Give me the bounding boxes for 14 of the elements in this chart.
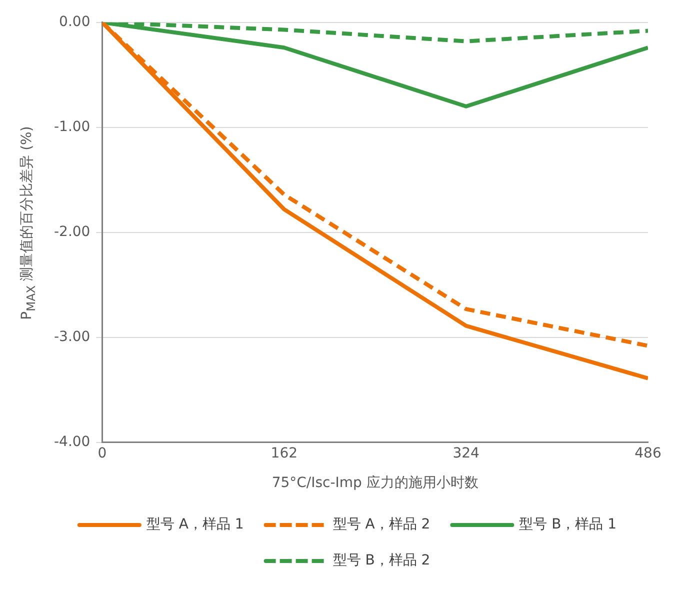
x-tick-label: 324 [452, 445, 480, 462]
x-axis-title: 75°C/Isc-Imp 应力的施用小时数 [272, 475, 478, 492]
y-tick-label: -3.00 [54, 329, 90, 346]
legend-label: 型号 A，样品 1 [146, 516, 244, 533]
y-tick-label: 0.00 [59, 14, 90, 30]
x-tick-label: 0 [98, 445, 107, 462]
legend-label: 型号 B，样品 2 [332, 552, 430, 569]
legend-label: 型号 A，样品 2 [332, 516, 430, 533]
x-tick-label: 162 [270, 445, 298, 462]
legend-label: 型号 B，样品 1 [519, 516, 617, 533]
y-tick-label: -2.00 [54, 224, 90, 240]
y-tick-label: -1.00 [54, 119, 90, 136]
x-tick-label: 486 [634, 445, 662, 462]
y-tick-label: -4.00 [54, 434, 90, 450]
